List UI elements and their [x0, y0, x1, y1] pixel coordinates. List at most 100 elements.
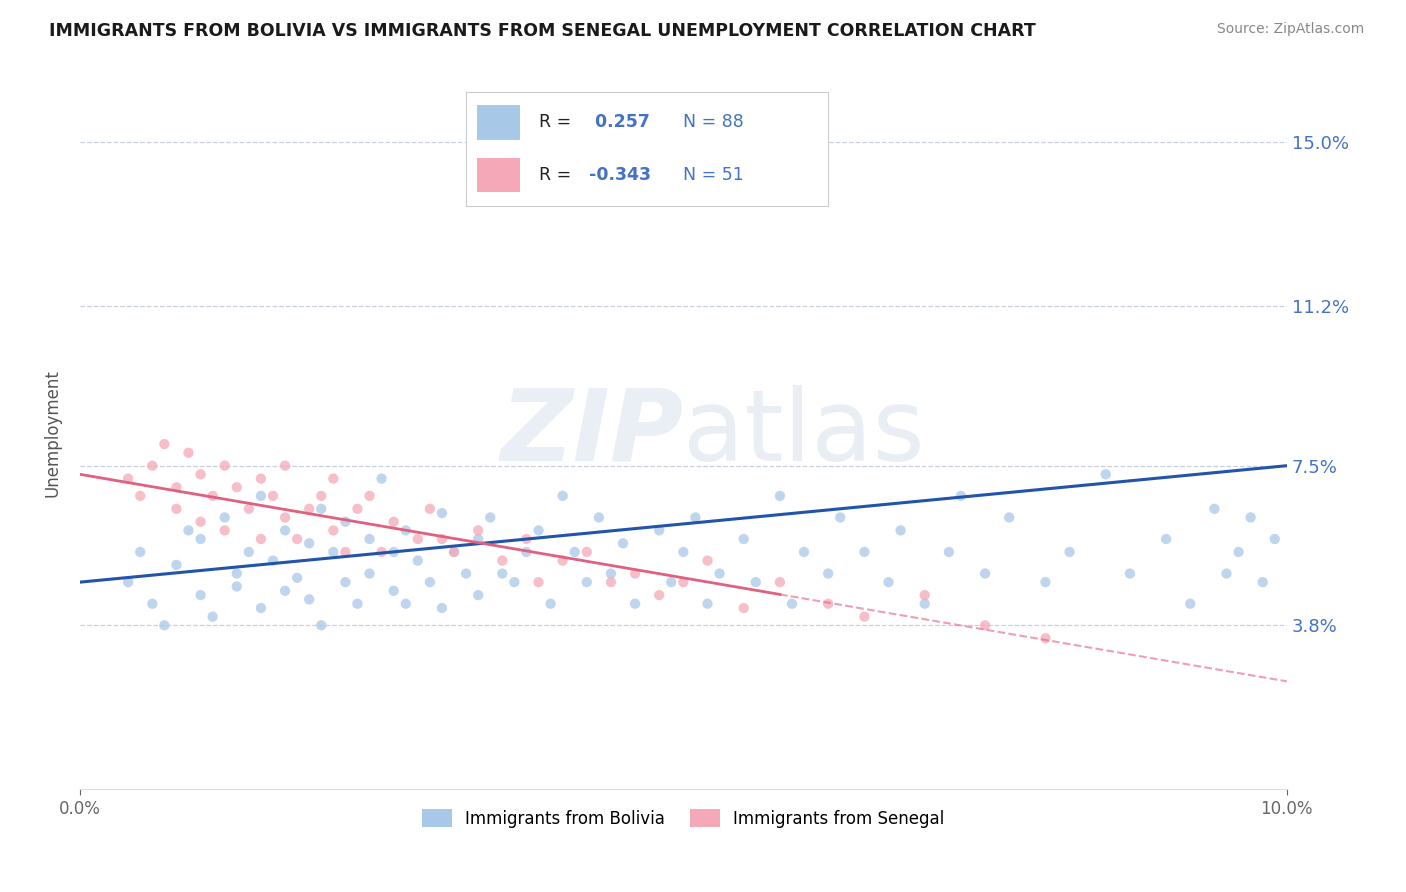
- Point: [1119, 566, 1142, 581]
- Point: [745, 575, 768, 590]
- Point: [430, 601, 453, 615]
- Point: [322, 472, 344, 486]
- Point: [1227, 545, 1250, 559]
- Point: [659, 575, 682, 590]
- Point: [165, 480, 187, 494]
- Point: [141, 458, 163, 473]
- Point: [153, 437, 176, 451]
- Point: [214, 458, 236, 473]
- Point: [1239, 510, 1261, 524]
- Point: [322, 545, 344, 559]
- Point: [298, 536, 321, 550]
- Point: [600, 566, 623, 581]
- Text: Source: ZipAtlas.com: Source: ZipAtlas.com: [1216, 22, 1364, 37]
- Point: [443, 545, 465, 559]
- Point: [1035, 575, 1057, 590]
- Point: [491, 553, 513, 567]
- Point: [298, 501, 321, 516]
- Point: [117, 472, 139, 486]
- Point: [1264, 532, 1286, 546]
- Point: [190, 532, 212, 546]
- Point: [853, 545, 876, 559]
- Point: [309, 489, 332, 503]
- Point: [974, 618, 997, 632]
- Point: [285, 571, 308, 585]
- Point: [600, 575, 623, 590]
- Point: [262, 489, 284, 503]
- Point: [201, 609, 224, 624]
- Point: [853, 609, 876, 624]
- Point: [238, 545, 260, 559]
- Point: [382, 545, 405, 559]
- Point: [165, 558, 187, 572]
- Point: [648, 588, 671, 602]
- Point: [938, 545, 960, 559]
- Point: [974, 566, 997, 581]
- Point: [370, 472, 392, 486]
- Point: [225, 579, 247, 593]
- Point: [1035, 632, 1057, 646]
- Point: [780, 597, 803, 611]
- Point: [190, 515, 212, 529]
- Point: [370, 545, 392, 559]
- Point: [624, 597, 647, 611]
- Point: [914, 588, 936, 602]
- Point: [1059, 545, 1081, 559]
- Text: atlas: atlas: [683, 384, 925, 482]
- Point: [575, 575, 598, 590]
- Point: [515, 532, 537, 546]
- Point: [1204, 501, 1226, 516]
- Point: [998, 510, 1021, 524]
- Point: [515, 545, 537, 559]
- Point: [456, 566, 478, 581]
- Point: [1154, 532, 1177, 546]
- Point: [467, 524, 489, 538]
- Point: [491, 566, 513, 581]
- Point: [696, 597, 718, 611]
- Point: [564, 545, 586, 559]
- Point: [250, 472, 273, 486]
- Point: [117, 575, 139, 590]
- Point: [877, 575, 900, 590]
- Point: [949, 489, 972, 503]
- Point: [769, 489, 792, 503]
- Point: [551, 553, 574, 567]
- Point: [793, 545, 815, 559]
- Point: [1251, 575, 1274, 590]
- Point: [527, 524, 550, 538]
- Point: [1215, 566, 1237, 581]
- Point: [225, 566, 247, 581]
- Point: [540, 597, 562, 611]
- Point: [309, 618, 332, 632]
- Point: [201, 489, 224, 503]
- Text: IMMIGRANTS FROM BOLIVIA VS IMMIGRANTS FROM SENEGAL UNEMPLOYMENT CORRELATION CHAR: IMMIGRANTS FROM BOLIVIA VS IMMIGRANTS FR…: [49, 22, 1036, 40]
- Point: [551, 489, 574, 503]
- Point: [214, 524, 236, 538]
- Point: [527, 575, 550, 590]
- Point: [165, 501, 187, 516]
- Point: [382, 515, 405, 529]
- Point: [298, 592, 321, 607]
- Point: [430, 506, 453, 520]
- Point: [322, 524, 344, 538]
- Point: [225, 480, 247, 494]
- Point: [309, 501, 332, 516]
- Point: [274, 524, 297, 538]
- Point: [250, 532, 273, 546]
- Point: [274, 458, 297, 473]
- Point: [129, 545, 152, 559]
- Point: [817, 597, 839, 611]
- Point: [262, 553, 284, 567]
- Point: [285, 532, 308, 546]
- Point: [214, 510, 236, 524]
- Text: ZIP: ZIP: [501, 384, 683, 482]
- Y-axis label: Unemployment: Unemployment: [44, 369, 60, 497]
- Point: [359, 532, 381, 546]
- Point: [624, 566, 647, 581]
- Point: [914, 597, 936, 611]
- Point: [177, 524, 200, 538]
- Point: [479, 510, 502, 524]
- Point: [817, 566, 839, 581]
- Point: [346, 597, 368, 611]
- Legend: Immigrants from Bolivia, Immigrants from Senegal: Immigrants from Bolivia, Immigrants from…: [415, 803, 952, 834]
